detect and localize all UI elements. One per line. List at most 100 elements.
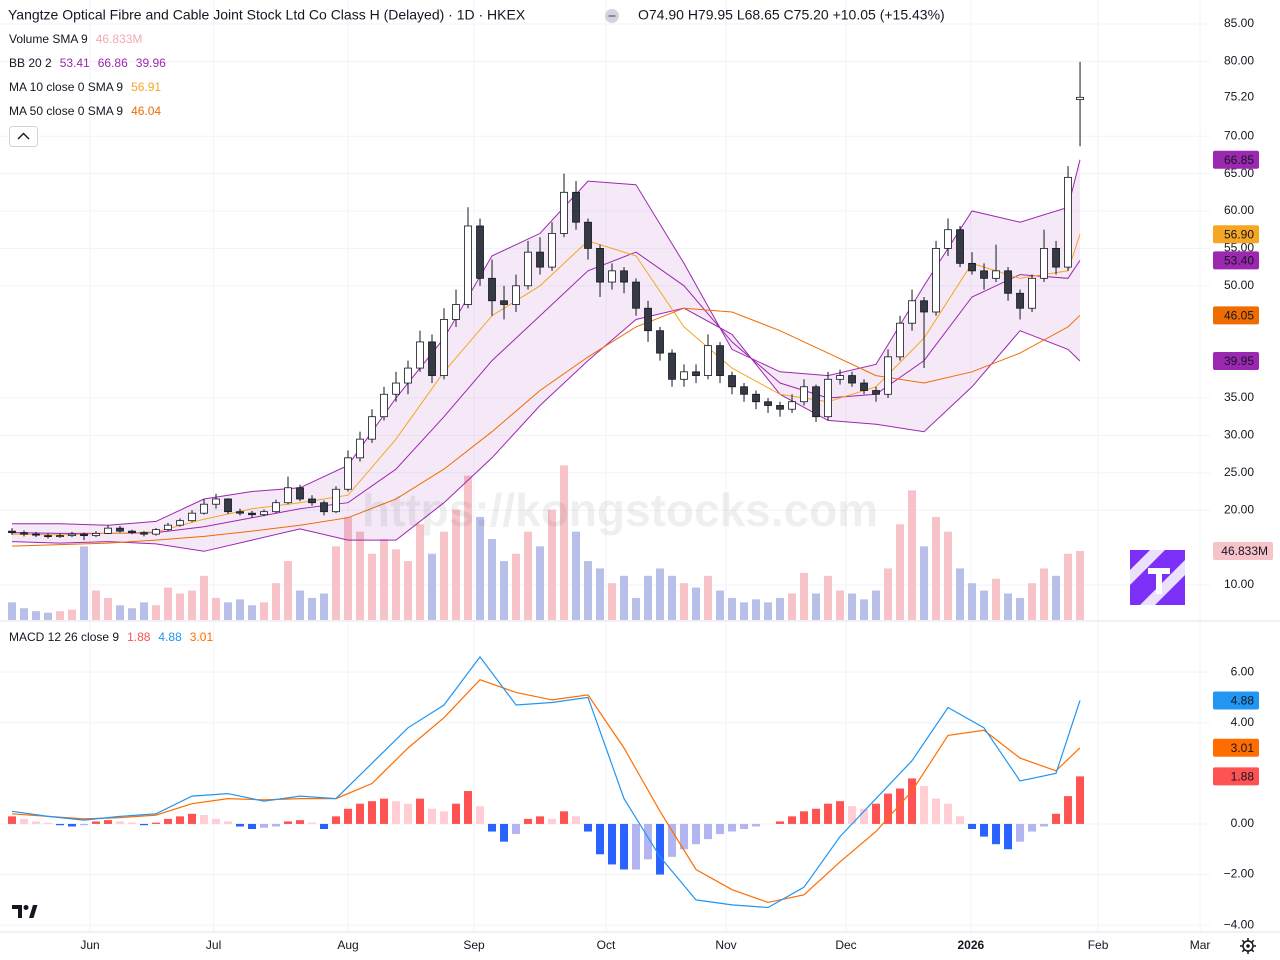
price-tag-label: 4.88	[1231, 694, 1255, 708]
settings-gear[interactable]	[1240, 938, 1256, 954]
candle-body	[680, 371, 688, 380]
volume-bar	[356, 531, 365, 620]
price-tag-label: 39.95	[1224, 354, 1254, 368]
histogram-bar	[68, 823, 77, 827]
volume-bar	[8, 602, 17, 620]
volume-bar	[632, 597, 641, 620]
volume-bar	[944, 531, 953, 620]
legend-value: 56.91	[131, 80, 161, 94]
price-tag	[1213, 351, 1259, 370]
y-tick-label: −4.00	[1224, 917, 1255, 931]
volume-bar	[452, 509, 461, 620]
legend-entry: Volume SMA 9 46.833M	[9, 32, 142, 46]
candle-body	[1028, 277, 1036, 309]
candle-body	[392, 382, 400, 395]
volume-bar	[560, 465, 569, 620]
histogram-bar	[464, 791, 473, 824]
candle-body	[848, 375, 856, 384]
candle-body	[788, 401, 796, 410]
histogram-bar	[836, 801, 845, 824]
candle-body	[92, 532, 100, 537]
y-tick-label: 25.00	[1224, 465, 1254, 479]
volume-bar	[44, 612, 53, 620]
y-tick-label: 4.00	[1231, 715, 1255, 729]
histogram-bar	[692, 823, 701, 845]
candle-body	[32, 533, 40, 536]
y-tick-label: 65.00	[1224, 166, 1254, 180]
x-tick-label: Nov	[715, 938, 736, 952]
volume-bar	[380, 539, 389, 620]
histogram-bar	[548, 818, 557, 824]
histogram-bar	[476, 806, 485, 824]
volume-bar	[956, 568, 965, 620]
legend-value: 46.04	[131, 104, 161, 118]
candle-body	[884, 356, 892, 395]
histogram-bar	[1064, 796, 1073, 824]
candle-body	[320, 502, 328, 513]
volume-bar	[68, 609, 77, 620]
candle-body	[308, 498, 316, 504]
candle-body	[188, 512, 196, 522]
legend-value: 1.88	[127, 630, 151, 644]
histogram-bar	[908, 778, 917, 824]
histogram-bar	[668, 823, 677, 857]
y-tick-label: 85.00	[1224, 16, 1254, 30]
candle-body	[272, 502, 280, 513]
y-tick-label: 70.00	[1224, 128, 1254, 142]
histogram-bar	[344, 808, 353, 824]
candle-body	[584, 221, 592, 249]
volume-bar	[812, 593, 821, 620]
status-icon[interactable]	[605, 9, 619, 23]
volume-bar	[704, 575, 713, 620]
volume-bar	[1064, 553, 1073, 620]
candle-body	[716, 345, 724, 376]
price-tag-label: 56.90	[1224, 227, 1254, 241]
histogram-bar	[1004, 823, 1013, 850]
x-tick-label: Sep	[463, 938, 485, 952]
histogram-bar	[224, 821, 233, 824]
histogram-bar	[32, 821, 41, 824]
legend-entry: MACD 12 26 close 9 1.88 4.88 3.01	[9, 630, 213, 644]
legend-value: 39.96	[136, 56, 166, 70]
price-tag	[1213, 251, 1259, 270]
histogram-bar	[188, 813, 197, 824]
volume-bar	[728, 597, 737, 620]
price-tag-label: 46.05	[1224, 309, 1254, 323]
histogram-bar	[128, 822, 137, 824]
candle-body	[944, 229, 952, 249]
histogram-bar	[656, 823, 665, 875]
candle-body	[752, 393, 760, 403]
legend-value: 3.01	[190, 630, 214, 644]
volume-bar	[716, 590, 725, 620]
volume-bar	[572, 531, 581, 620]
histogram-bar	[644, 823, 653, 860]
candle-body	[968, 262, 976, 272]
volume-bar	[188, 590, 197, 620]
volume-bar	[788, 593, 797, 620]
volume-bar	[848, 593, 857, 620]
volume-bar	[668, 575, 677, 620]
histogram-bar	[1016, 823, 1025, 842]
collapse-button[interactable]	[9, 126, 38, 147]
volume-bar	[104, 597, 113, 620]
histogram-bar	[140, 823, 149, 826]
histogram-bar	[992, 823, 1001, 845]
histogram-bar	[236, 823, 245, 827]
volume-bar	[872, 590, 881, 620]
y-tick-label: 20.00	[1224, 502, 1254, 516]
volume-bar	[236, 599, 245, 620]
histogram-bar	[512, 823, 521, 835]
histogram-bar	[800, 811, 809, 824]
legend-name: Volume SMA 9	[9, 32, 88, 46]
price-tag	[1213, 691, 1259, 710]
candle-body	[536, 251, 544, 268]
volume-bar	[860, 599, 869, 620]
histogram-bar	[824, 803, 833, 824]
histogram-bar	[164, 818, 173, 824]
volume-bar	[896, 524, 905, 620]
candle-body	[428, 341, 436, 376]
candle-body	[812, 386, 820, 418]
histogram-bar	[212, 818, 221, 824]
volume-bar	[164, 587, 173, 620]
histogram-bar	[812, 808, 821, 824]
